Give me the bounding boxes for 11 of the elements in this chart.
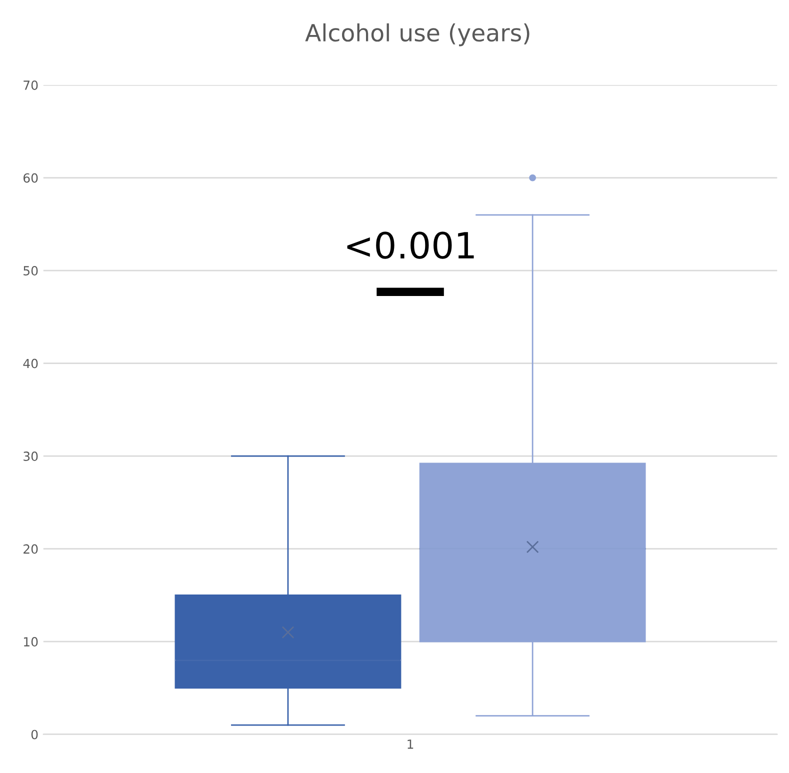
y-tick-label: 60 — [24, 173, 38, 183]
y-tick-label: 70 — [24, 80, 38, 90]
x-tick-label: 1 — [408, 740, 414, 749]
chart-title: Alcohol use (years) — [305, 23, 530, 46]
y-tick-label: 40 — [23, 358, 38, 368]
annotation: <0.001 — [347, 232, 474, 259]
y-tick-label: 0 — [31, 730, 38, 740]
y-tick-label: 50 — [24, 266, 38, 276]
y-tick-label: 20 — [24, 544, 38, 554]
y-tick-label: 10 — [24, 637, 38, 647]
y-tick-label: 30 — [24, 452, 38, 461]
